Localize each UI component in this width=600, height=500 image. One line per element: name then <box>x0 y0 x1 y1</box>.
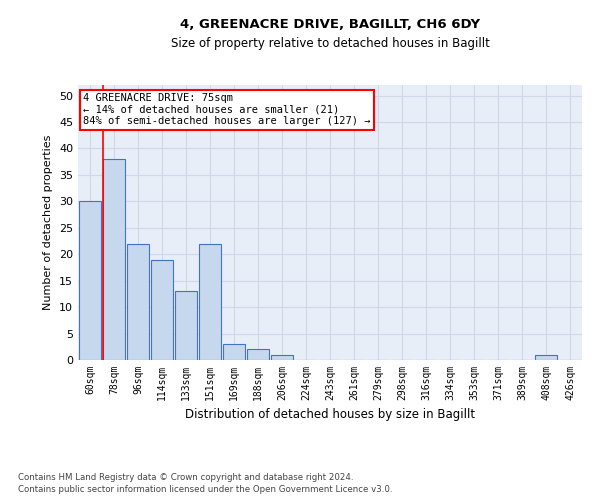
Bar <box>127 244 149 360</box>
Bar <box>103 159 125 360</box>
Y-axis label: Number of detached properties: Number of detached properties <box>43 135 53 310</box>
Bar <box>199 244 221 360</box>
Text: Contains public sector information licensed under the Open Government Licence v3: Contains public sector information licen… <box>18 485 392 494</box>
Bar <box>271 354 293 360</box>
Bar <box>175 291 197 360</box>
Text: Contains HM Land Registry data © Crown copyright and database right 2024.: Contains HM Land Registry data © Crown c… <box>18 472 353 482</box>
Text: 4, GREENACRE DRIVE, BAGILLT, CH6 6DY: 4, GREENACRE DRIVE, BAGILLT, CH6 6DY <box>180 18 480 30</box>
Bar <box>535 354 557 360</box>
Bar <box>223 344 245 360</box>
Bar <box>79 202 101 360</box>
Bar <box>151 260 173 360</box>
Text: Size of property relative to detached houses in Bagillt: Size of property relative to detached ho… <box>170 38 490 51</box>
Bar <box>247 350 269 360</box>
X-axis label: Distribution of detached houses by size in Bagillt: Distribution of detached houses by size … <box>185 408 475 422</box>
Text: 4 GREENACRE DRIVE: 75sqm
← 14% of detached houses are smaller (21)
84% of semi-d: 4 GREENACRE DRIVE: 75sqm ← 14% of detach… <box>83 93 371 126</box>
